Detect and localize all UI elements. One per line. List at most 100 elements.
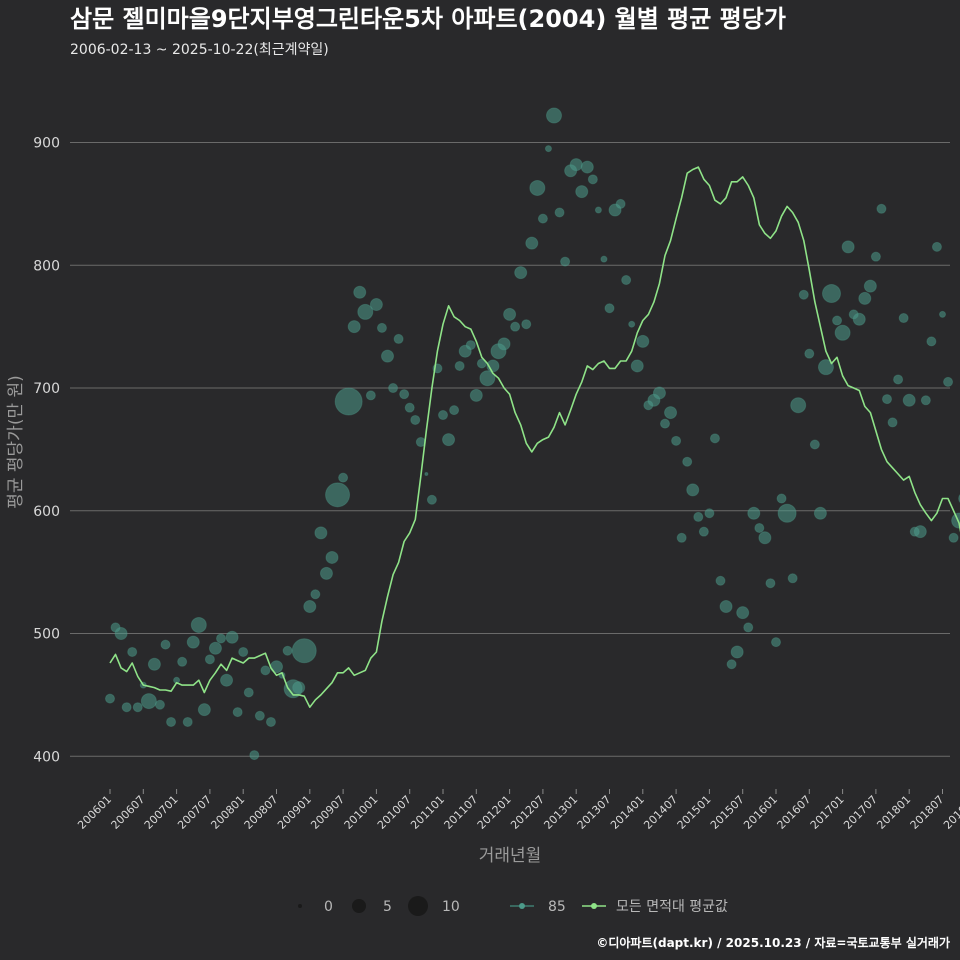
bubble-point-140 — [882, 394, 892, 405]
bubble-point-37 — [310, 589, 321, 600]
bubble-point-113 — [730, 645, 744, 659]
legend-size-label-0: 0 — [324, 899, 333, 915]
bubble-point-26 — [249, 750, 260, 761]
line-series-average — [109, 166, 960, 708]
bubble-point-100 — [660, 418, 670, 429]
source-caption: ©디아파트(dapt.kr) / 2025.10.23 / 자료=국토교통부 실… — [596, 935, 950, 950]
bubble-point-99 — [652, 386, 666, 400]
bubble-point-108 — [704, 508, 715, 519]
bubble-point-89 — [600, 255, 608, 263]
bubble-point-48 — [369, 298, 383, 312]
y-tick-label-800: 800 — [33, 258, 60, 274]
bubble-point-107 — [698, 526, 709, 537]
bubble-point-41 — [325, 482, 351, 508]
y-axis-ticks: 400 500 600 700 800 900 — [33, 136, 60, 766]
bubble-point-116 — [747, 506, 761, 520]
chart-subtitle: 2006-02-13 ~ 2025-10-22(최근계약일) — [70, 42, 329, 58]
bubble-point-45 — [353, 285, 367, 299]
bubble-point-110 — [715, 575, 726, 586]
bubble-point-95 — [630, 359, 644, 373]
bubble-point-17 — [197, 703, 211, 717]
bubble-point-0 — [105, 693, 115, 704]
bubble-point-61 — [442, 433, 456, 447]
bubble-point-127 — [809, 439, 820, 450]
bubble-point-7 — [140, 693, 157, 710]
bubble-point-149 — [931, 241, 942, 252]
bubble-point-54 — [404, 402, 415, 413]
bubble-point-23 — [232, 707, 243, 718]
bubble-point-112 — [726, 659, 737, 670]
bubble-point-40 — [325, 550, 339, 564]
bubble-point-86 — [580, 160, 594, 174]
bubble-point-52 — [393, 333, 404, 344]
y-tick-label-900: 900 — [33, 136, 60, 152]
bubble-point-4 — [127, 646, 138, 657]
bubble-point-25 — [243, 687, 254, 698]
bubble-point-118 — [758, 531, 772, 545]
legend-size-label-5: 5 — [383, 899, 392, 915]
bubble-point-139 — [876, 203, 887, 214]
y-tick-label-700: 700 — [33, 381, 60, 397]
bubble-point-85 — [575, 185, 589, 199]
bubble-point-124 — [790, 397, 807, 414]
series-line-0 — [109, 166, 960, 708]
bubble-point-138 — [870, 251, 881, 262]
bubble-point-153 — [951, 512, 960, 529]
bubble-point-96 — [636, 334, 650, 348]
bubble-point-132 — [834, 324, 851, 341]
bubble-point-58 — [426, 494, 437, 505]
bubble-point-53 — [399, 389, 410, 400]
bubble-point-87 — [587, 174, 598, 185]
bubble-point-133 — [841, 240, 855, 254]
bubble-point-27 — [254, 710, 265, 721]
legend-bubble-label: 85 — [548, 899, 566, 915]
bubble-point-114 — [736, 606, 750, 620]
bubble-point-51 — [388, 383, 399, 394]
bubble-point-66 — [469, 388, 483, 402]
bubble-point-128 — [813, 506, 827, 520]
bubble-point-129 — [817, 359, 834, 376]
bubble-point-150 — [939, 310, 946, 318]
bubble-point-63 — [454, 360, 465, 371]
bubble-point-34 — [292, 681, 306, 695]
bubble-point-62 — [449, 405, 460, 416]
bubble-point-42 — [338, 472, 349, 483]
bubble-point-21 — [220, 673, 234, 687]
bubble-point-119 — [765, 578, 776, 589]
bubble-point-3 — [121, 702, 132, 713]
bubble-point-135 — [852, 312, 866, 326]
bubble-point-16 — [190, 616, 207, 633]
bubble-point-2 — [114, 627, 128, 641]
legend-line-label: 모든 면적대 평균값 — [616, 899, 728, 915]
bubble-point-57 — [424, 471, 429, 476]
legend-bubble-swatch — [519, 903, 525, 909]
bubble-point-109 — [709, 433, 720, 444]
bubble-point-111 — [719, 600, 733, 614]
bubble-point-14 — [182, 716, 193, 727]
bubble-point-92 — [615, 198, 626, 209]
bubble-point-148 — [926, 336, 937, 347]
bubble-point-105 — [686, 483, 700, 497]
bubble-point-32 — [282, 645, 293, 656]
bubble-point-36 — [303, 600, 317, 614]
bubble-point-94 — [628, 320, 636, 328]
bubble-point-22 — [225, 630, 239, 644]
bubble-point-106 — [693, 511, 704, 522]
bubble-point-146 — [913, 525, 927, 539]
bubble-point-130 — [822, 284, 841, 304]
bubble-point-74 — [514, 266, 528, 280]
bubble-point-11 — [166, 716, 177, 727]
bubble-point-122 — [777, 503, 797, 523]
bubble-point-144 — [902, 393, 916, 407]
chart-title: 삼문 젤미마을9단지부영그린타운5차 아파트(2004) 월별 평균 평당가 — [70, 5, 786, 33]
bubble-point-93 — [621, 275, 632, 286]
bubble-point-46 — [357, 303, 374, 320]
bubble-point-137 — [863, 279, 877, 293]
y-tick-label-600: 600 — [33, 504, 60, 520]
bubble-point-82 — [560, 256, 571, 267]
bubble-point-9 — [154, 699, 165, 710]
x-axis-label: 거래년월 — [479, 846, 542, 866]
bubble-point-20 — [216, 633, 226, 644]
bubble-point-102 — [671, 435, 682, 446]
bubble-point-75 — [521, 319, 532, 330]
